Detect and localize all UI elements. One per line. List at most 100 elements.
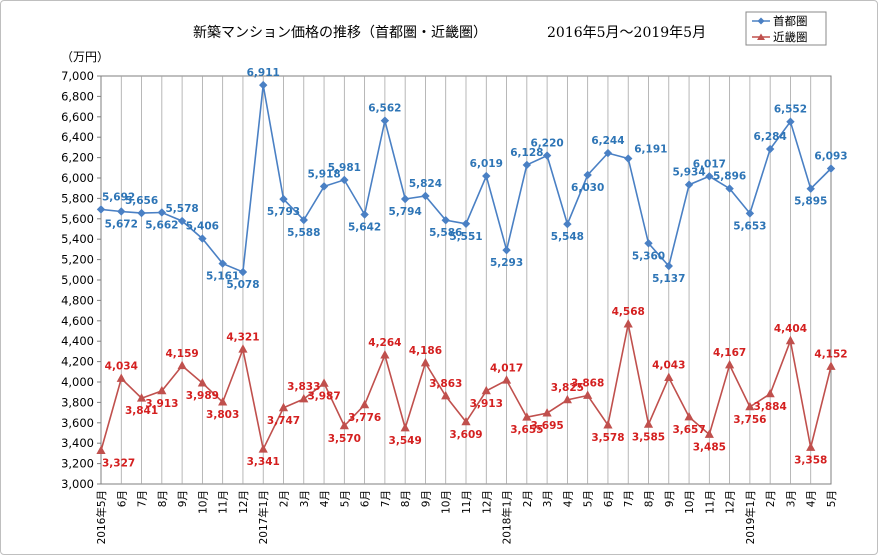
y-axis-tick-label: 7,000 [61,69,94,83]
y-axis-tick-label: 6,400 [61,130,94,144]
x-axis-tick-label: 11月 [461,490,473,514]
data-label: 3,358 [794,454,827,466]
data-label: 3,609 [449,429,482,441]
data-label: 3,747 [267,415,300,427]
data-label: 3,913 [145,398,178,410]
data-label: 5,551 [449,231,482,243]
data-point-diamond [745,209,755,218]
data-point-diamond [542,151,552,160]
x-axis-tick-label: 10月 [197,490,209,514]
data-label: 5,895 [794,196,827,208]
data-label: 5,586 [429,227,462,239]
x-axis-tick-label: 2月 [522,490,534,507]
data-label: 5,161 [206,271,239,283]
data-point-triangle [278,402,289,412]
x-axis-tick-label: 6月 [603,490,615,507]
data-label: 6,911 [247,67,280,79]
data-point-triangle [522,412,532,421]
y-axis-tick-label: 4,200 [61,355,94,369]
data-point-diamond [826,164,836,173]
data-label: 3,803 [206,409,239,421]
x-axis-tick-label: 4月 [319,490,331,507]
data-label: 5,656 [125,195,158,207]
data-point-diamond [664,261,673,271]
data-label: 5,293 [490,257,523,269]
data-label: 4,034 [105,361,138,373]
legend-triangle-marker-icon [757,33,765,40]
data-label: 3,884 [754,401,787,413]
x-axis-tick-label: 7月 [137,490,149,507]
data-point-diamond [117,207,126,216]
data-point-triangle [441,390,451,400]
data-point-triangle [725,359,735,369]
data-label: 3,657 [672,424,705,436]
data-label: 5,137 [652,273,685,285]
data-point-diamond [177,216,187,226]
data-label: 3,776 [348,412,381,424]
data-label: 5,548 [551,231,584,243]
y-axis-tick-label: 4,600 [61,314,94,328]
y-axis-tick-label: 3,000 [61,477,94,491]
data-label: 6,552 [774,104,807,116]
x-axis-tick-label: 9月 [177,490,189,507]
data-point-triangle [136,393,147,402]
data-label: 6,244 [591,135,624,147]
y-axis-tick-label: 5,200 [61,253,94,267]
y-axis-tick-label: 6,600 [61,110,94,124]
data-point-triangle [299,394,309,403]
x-axis-tick-label: 2016年5月 [95,490,108,544]
data-label: 5,653 [733,220,766,232]
data-label: 3,655 [510,424,543,436]
data-label: 3,549 [389,435,422,447]
x-axis-tick-label: 10月 [441,490,453,514]
data-point-triangle [96,445,106,455]
data-point-diamond [96,205,106,214]
data-point-diamond [786,117,795,126]
data-label: 3,578 [591,432,624,444]
data-label: 6,220 [531,138,564,150]
data-label: 4,321 [226,331,259,343]
x-axis-tick-label: 2018年1月 [501,490,514,544]
data-point-diamond [259,80,268,90]
data-label: 5,692 [102,191,135,203]
data-point-diamond [806,184,815,193]
data-label: 5,588 [287,227,320,239]
data-point-diamond [360,210,369,219]
data-point-diamond [563,219,572,229]
data-label: 5,578 [166,203,199,215]
data-label: 6,191 [634,144,667,156]
data-label: 3,327 [102,458,135,470]
data-label: 4,167 [713,347,746,359]
x-axis-tick-label: 5月 [826,490,838,507]
x-axis-tick-label: 3月 [785,490,797,507]
data-point-diamond [725,184,734,193]
data-label: 5,672 [105,218,138,230]
x-axis-tick-label: 5月 [583,490,595,507]
data-point-diamond [340,175,349,185]
x-axis-tick-label: 2月 [279,490,291,507]
data-point-triangle [360,399,370,409]
x-axis-tick-label: 9月 [420,490,432,507]
data-label: 3,341 [247,456,280,468]
data-label: 4,264 [368,337,401,349]
x-axis-tick-label: 12月 [481,490,493,514]
y-axis-tick-label: 5,600 [61,212,94,226]
x-axis-tick-label: 7月 [380,490,392,507]
data-label: 6,030 [571,182,604,194]
data-point-triangle [238,344,248,353]
data-label: 5,078 [226,279,259,291]
data-point-triangle [420,358,431,367]
data-point-diamond [705,172,714,181]
data-label: 3,863 [429,378,462,390]
y-axis-tick-label: 3,800 [61,395,94,409]
data-point-diamond [421,191,430,201]
data-label: 5,793 [267,206,300,218]
data-point-diamond [461,219,471,228]
data-point-triangle [765,388,775,398]
x-axis-tick-label: 11月 [218,490,230,514]
data-point-triangle [116,373,126,382]
data-point-triangle [603,420,613,429]
data-point-triangle [177,360,187,370]
x-axis-tick-label: 3月 [542,490,554,507]
